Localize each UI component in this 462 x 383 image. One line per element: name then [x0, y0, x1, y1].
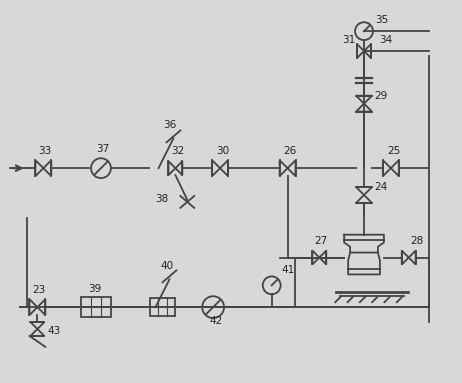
Text: 31: 31: [342, 35, 355, 45]
Text: 39: 39: [88, 284, 101, 294]
Text: 26: 26: [284, 146, 297, 156]
Text: 34: 34: [379, 35, 392, 45]
Text: 38: 38: [156, 194, 169, 204]
Bar: [81, 297, 111, 317]
Text: 36: 36: [164, 121, 177, 131]
Text: 27: 27: [314, 236, 328, 246]
Text: 25: 25: [387, 146, 400, 156]
Text: 40: 40: [160, 262, 174, 272]
Text: 29: 29: [374, 91, 387, 101]
Text: 28: 28: [411, 236, 424, 246]
Text: 32: 32: [171, 146, 185, 156]
Text: 42: 42: [209, 316, 222, 326]
Text: 43: 43: [47, 326, 61, 336]
Text: 24: 24: [374, 182, 387, 192]
Text: 37: 37: [96, 144, 109, 154]
Text: 33: 33: [38, 146, 52, 156]
Bar: [150, 298, 176, 316]
Text: 35: 35: [375, 15, 388, 25]
Text: 23: 23: [32, 285, 46, 295]
Text: 41: 41: [282, 265, 295, 275]
Text: 30: 30: [216, 146, 229, 156]
